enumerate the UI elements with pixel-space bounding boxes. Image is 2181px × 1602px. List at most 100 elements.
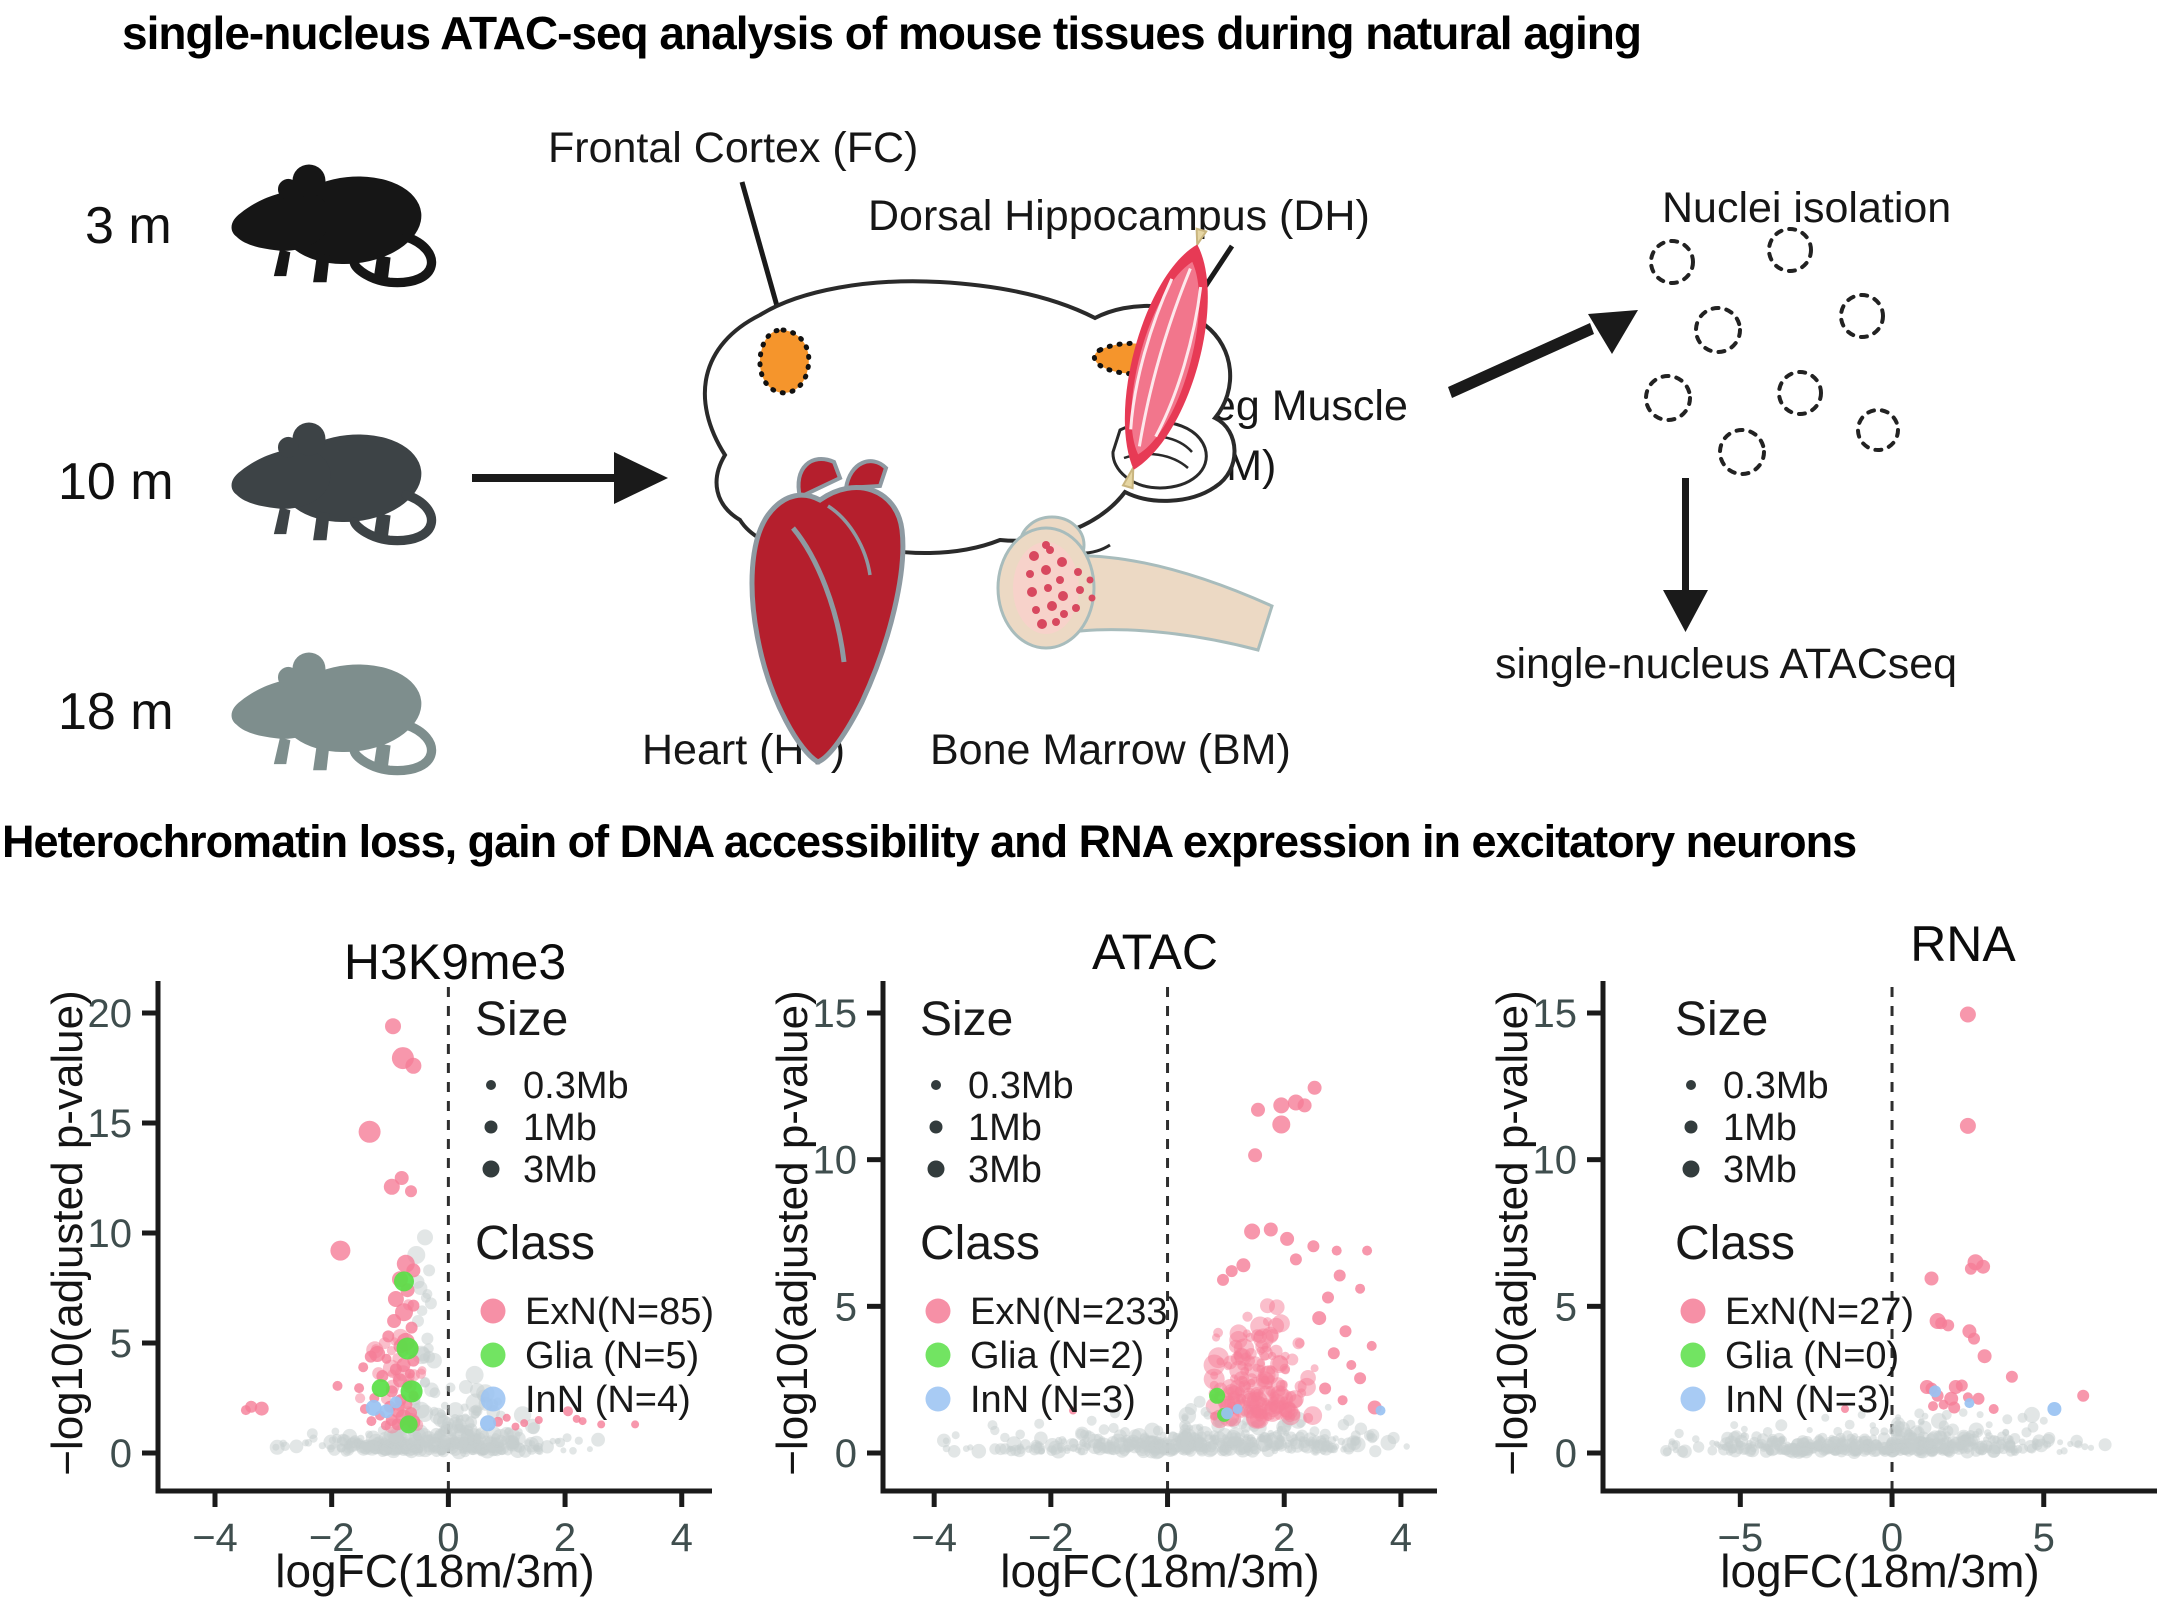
points-layer bbox=[240, 1018, 640, 1460]
data-point bbox=[1144, 1422, 1161, 1439]
data-point bbox=[1289, 1253, 1302, 1266]
data-point bbox=[1375, 1405, 1386, 1416]
data-point bbox=[1250, 1316, 1270, 1337]
data-point bbox=[1210, 1434, 1220, 1444]
snatac-label: single-nucleus ATACseq bbox=[1495, 640, 1958, 688]
legend-size-label: 3Mb bbox=[523, 1149, 597, 1191]
data-point bbox=[429, 1387, 441, 1399]
legend-size-dot bbox=[486, 1080, 496, 1090]
data-point bbox=[1911, 1441, 1920, 1450]
data-point bbox=[1822, 1444, 1833, 1455]
legend-size-dot bbox=[1682, 1160, 1700, 1178]
marrow-dots bbox=[1026, 541, 1096, 629]
data-point bbox=[1828, 1434, 1836, 1442]
data-point bbox=[2007, 1435, 2014, 1443]
data-point bbox=[372, 1437, 382, 1446]
data-point bbox=[1259, 1431, 1270, 1442]
data-point bbox=[1273, 1097, 1290, 1114]
data-point bbox=[1274, 1411, 1284, 1420]
age-label-18m: 18 m bbox=[58, 683, 174, 741]
data-point bbox=[1721, 1444, 1729, 1451]
leg-muscle-illustration bbox=[1121, 227, 1208, 490]
data-point bbox=[1869, 1422, 1877, 1429]
data-point bbox=[431, 1446, 442, 1458]
data-point bbox=[436, 1429, 447, 1440]
legend-size-label: 1Mb bbox=[1723, 1107, 1797, 1149]
workflow-diagram bbox=[0, 60, 1900, 820]
data-point bbox=[403, 1439, 420, 1456]
mouse-3m-icon bbox=[232, 164, 432, 282]
data-point bbox=[1188, 1440, 1196, 1448]
x-axis-label: logFC(18m/3m) bbox=[275, 1545, 595, 1597]
y-tick-label: 0 bbox=[835, 1432, 857, 1476]
data-point bbox=[1242, 1311, 1253, 1322]
data-point bbox=[1221, 1407, 1234, 1420]
data-point bbox=[1713, 1440, 1720, 1447]
data-point bbox=[1076, 1428, 1087, 1439]
data-point bbox=[1270, 1354, 1289, 1374]
data-point bbox=[1948, 1401, 1961, 1414]
data-point bbox=[586, 1446, 593, 1453]
data-point bbox=[1744, 1443, 1752, 1451]
data-point bbox=[1894, 1443, 1902, 1451]
data-point bbox=[416, 1305, 428, 1316]
axes: −4 −2 0 2 4 0 5 10 15 20 bbox=[88, 981, 712, 1560]
data-point bbox=[1901, 1435, 1909, 1444]
data-point bbox=[396, 1337, 419, 1360]
legend-class-dot bbox=[925, 1386, 951, 1412]
data-point bbox=[1784, 1441, 1791, 1448]
data-point bbox=[1269, 1299, 1285, 1315]
data-point bbox=[1955, 1379, 1968, 1392]
data-point bbox=[1327, 1347, 1340, 1360]
data-point bbox=[2047, 1402, 2062, 1416]
data-point bbox=[1269, 1391, 1280, 1402]
data-point bbox=[394, 1171, 409, 1185]
data-point bbox=[520, 1419, 529, 1428]
data-point bbox=[1271, 1448, 1278, 1455]
data-point bbox=[1776, 1436, 1785, 1446]
data-point bbox=[1168, 1432, 1179, 1443]
data-point bbox=[1354, 1372, 1367, 1385]
data-point bbox=[572, 1414, 581, 1423]
y-tick-label: 15 bbox=[1533, 992, 1578, 1036]
data-point bbox=[1942, 1435, 1950, 1443]
data-point bbox=[1741, 1425, 1748, 1433]
data-point bbox=[1033, 1442, 1046, 1455]
data-point bbox=[947, 1445, 961, 1458]
data-point bbox=[1938, 1399, 1949, 1410]
data-point bbox=[1264, 1381, 1273, 1390]
data-point bbox=[371, 1379, 390, 1398]
data-point bbox=[318, 1442, 326, 1450]
data-point bbox=[388, 1431, 404, 1446]
data-point bbox=[2060, 1447, 2068, 1455]
data-point bbox=[1857, 1410, 1866, 1419]
data-point bbox=[1140, 1442, 1147, 1449]
data-point bbox=[1310, 1364, 1319, 1373]
data-point bbox=[2087, 1444, 2095, 1451]
data-point bbox=[1796, 1435, 1809, 1448]
x-tick-label: 0 bbox=[1881, 1516, 1903, 1560]
data-point bbox=[1263, 1412, 1273, 1422]
data-point bbox=[2002, 1428, 2010, 1436]
chart-title: ATAC bbox=[1092, 924, 1218, 980]
data-point bbox=[344, 1444, 354, 1454]
data-point bbox=[1707, 1445, 1718, 1456]
data-point bbox=[1369, 1445, 1382, 1458]
axes: −4 −2 0 2 4 0 5 10 15 bbox=[813, 981, 1437, 1560]
data-point bbox=[631, 1420, 640, 1429]
data-point bbox=[1285, 1391, 1297, 1402]
data-point bbox=[555, 1437, 566, 1448]
arrow-nuclei-to-atacseq-icon bbox=[1663, 478, 1708, 632]
data-point bbox=[417, 1229, 433, 1246]
data-point bbox=[1960, 1440, 1967, 1447]
data-point bbox=[1968, 1332, 1980, 1345]
data-point bbox=[2098, 1438, 2112, 1452]
heart-illustration bbox=[749, 457, 906, 765]
data-point bbox=[1193, 1395, 1206, 1408]
data-point bbox=[400, 1380, 423, 1403]
data-point bbox=[1735, 1440, 1743, 1447]
data-point bbox=[1181, 1423, 1189, 1430]
brain-illustration bbox=[702, 279, 1237, 556]
data-point bbox=[1250, 1446, 1259, 1454]
